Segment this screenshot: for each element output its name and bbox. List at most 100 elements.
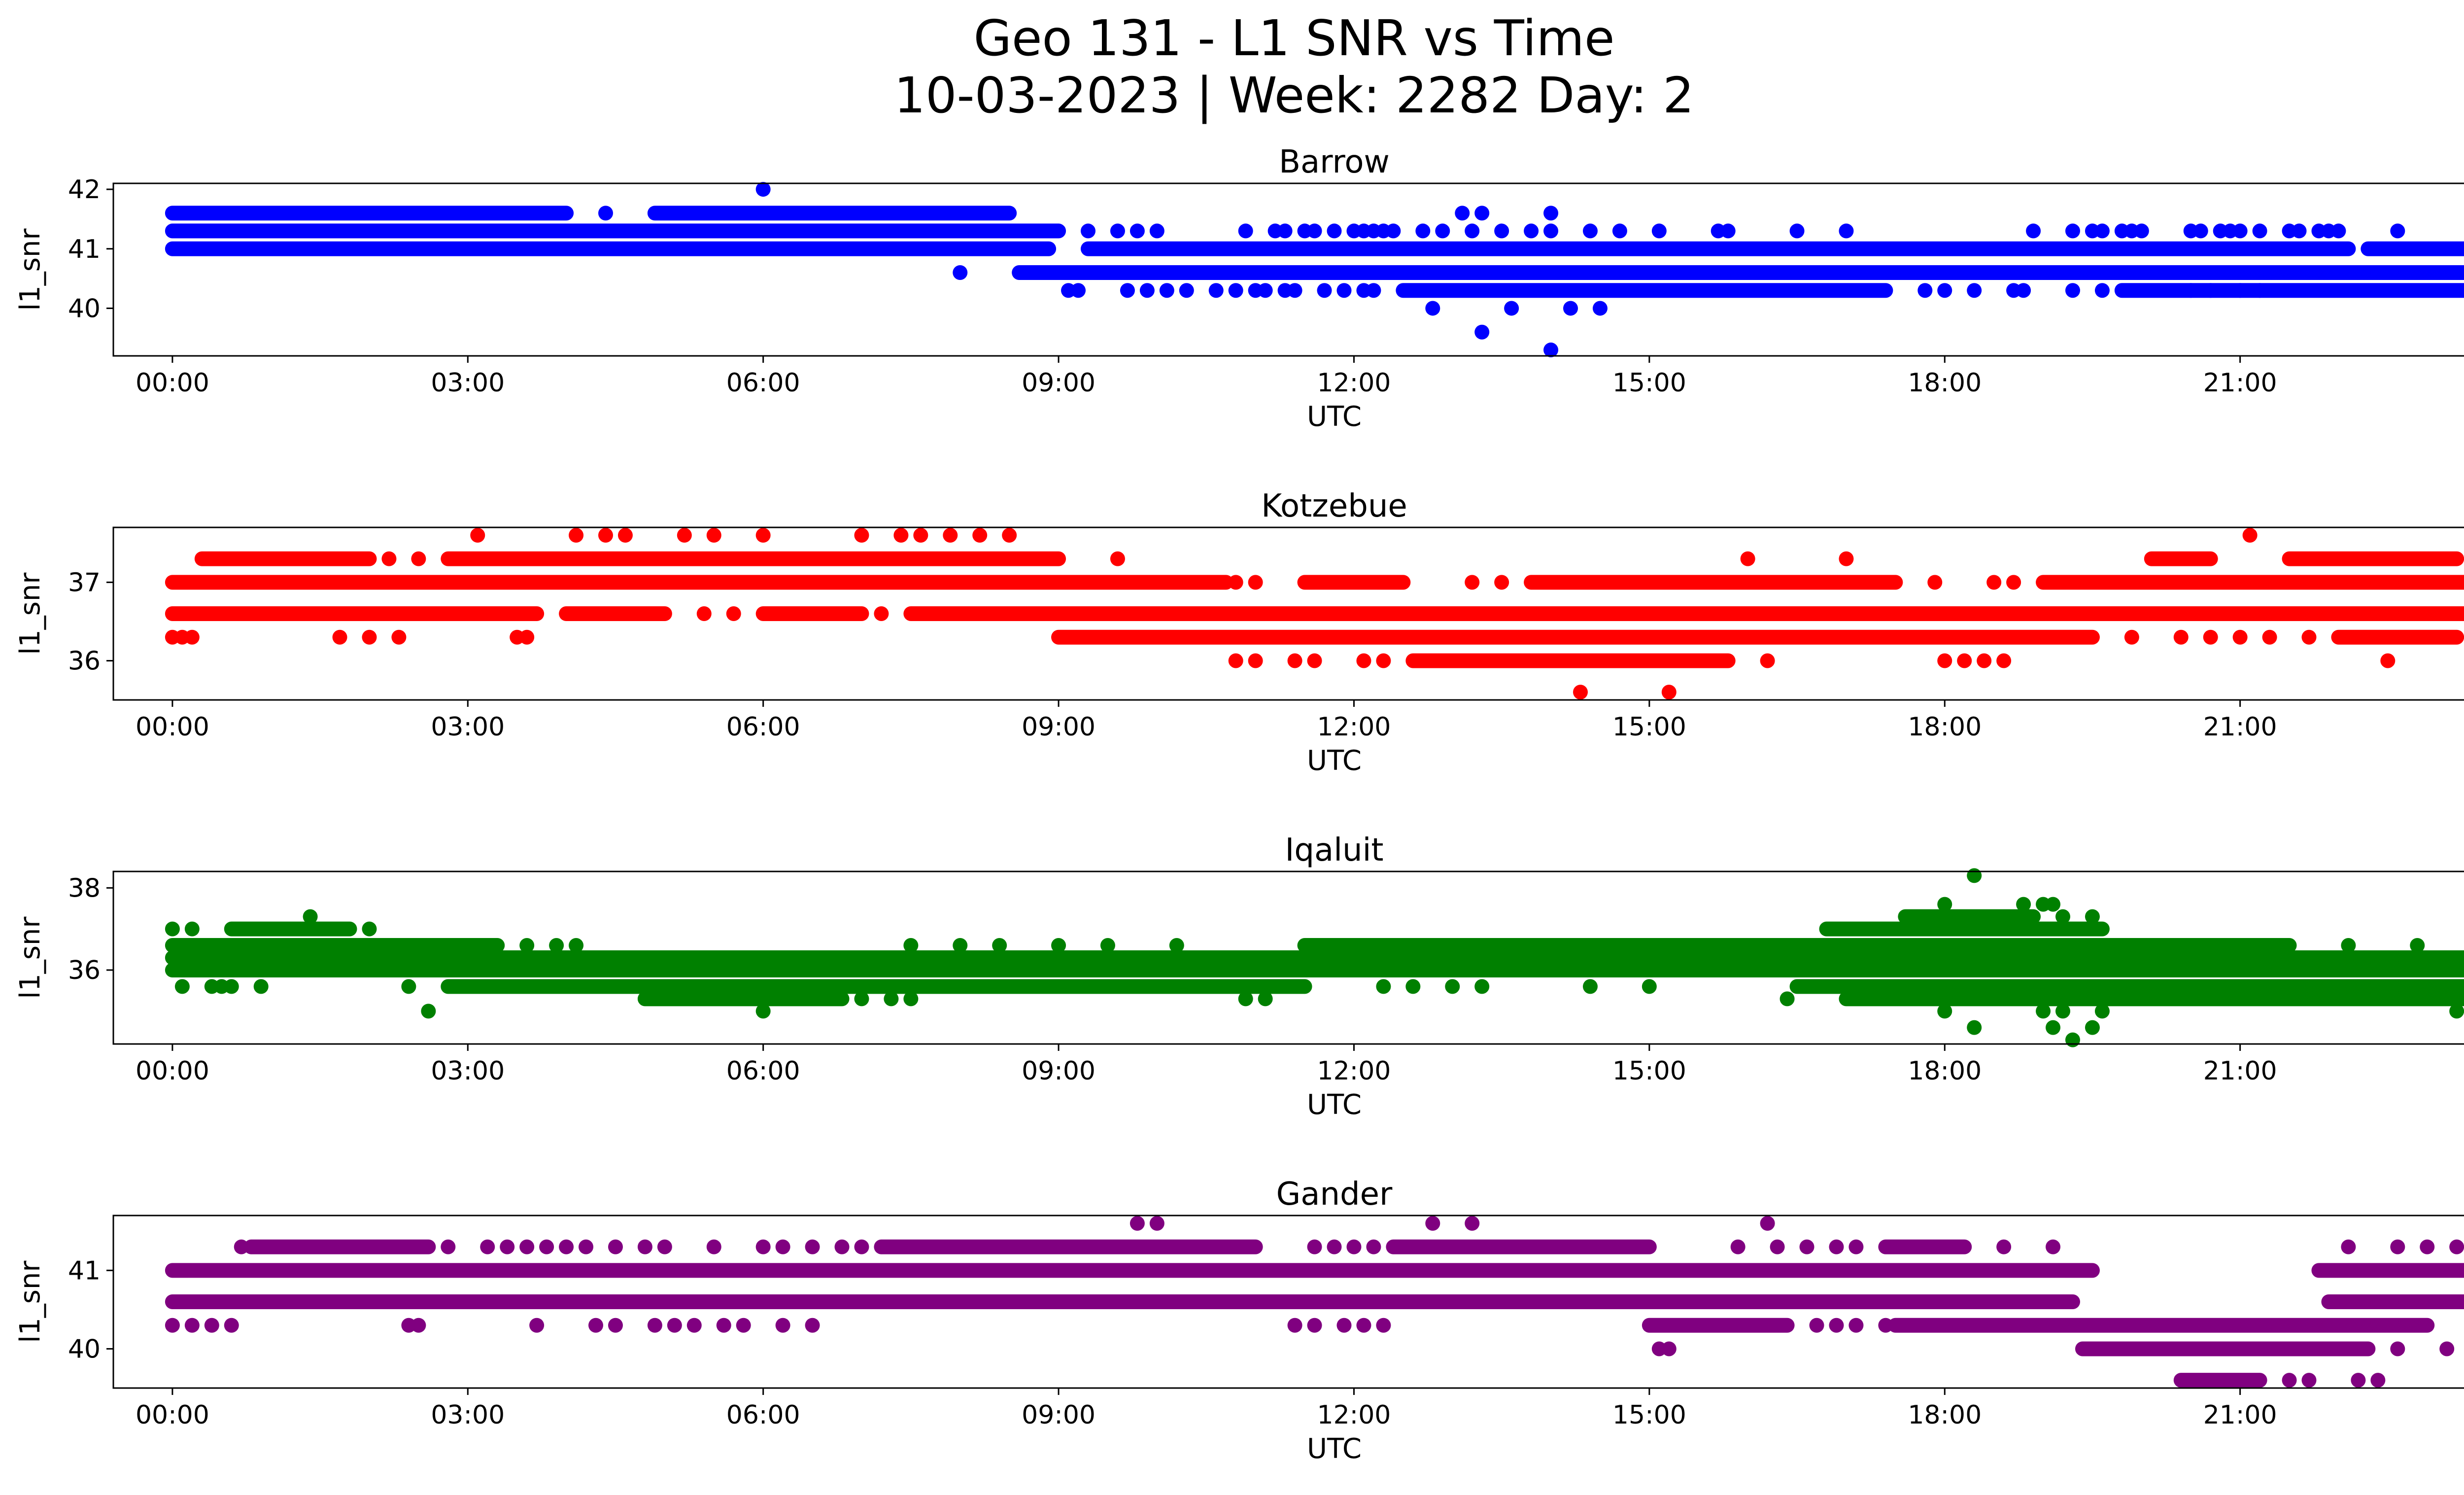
data-point-2-39	[2232, 223, 2248, 239]
data-point-5-11	[2380, 653, 2396, 668]
data-point-2-22	[1612, 223, 1627, 239]
panel-title: Iqaluit	[1285, 832, 1384, 869]
data-point-8-0	[854, 991, 869, 1007]
point-run-2-2	[1524, 575, 1903, 590]
x-tick-label: 09:00	[1022, 1400, 1095, 1430]
point-run-4-1	[1888, 1318, 2435, 1333]
data-point-0-11	[972, 527, 988, 543]
data-point-2-25	[1720, 223, 1736, 239]
data-point-5-21	[2065, 283, 2080, 298]
x-tick-label: 12:00	[1317, 368, 1391, 398]
data-point-2-29	[2065, 223, 2080, 239]
data-point-1-7	[579, 1239, 594, 1254]
data-points	[165, 182, 2464, 357]
data-point-0-3	[1465, 1216, 1480, 1231]
point-run-2-1	[1297, 575, 1411, 590]
data-point-9-0	[421, 1004, 436, 1019]
data-point-1-1	[2016, 897, 2031, 912]
data-point-0-1	[1149, 1216, 1164, 1231]
data-point-5-1	[1248, 653, 1263, 668]
data-point-7-3	[224, 979, 239, 994]
data-point-1-6	[559, 1239, 574, 1254]
data-point-5-7	[1937, 653, 1952, 668]
data-point-9-3	[2036, 1004, 2051, 1019]
data-point-2-8	[1307, 223, 1322, 239]
data-point-4-1	[184, 1318, 200, 1333]
point-run-1-2	[2144, 551, 2218, 566]
data-point-1-2	[1110, 551, 1125, 566]
point-run-3-0	[165, 606, 545, 621]
data-point-5-15	[1366, 283, 1381, 298]
data-point-4-7	[1100, 938, 1115, 953]
point-run-1-2	[1386, 1239, 1657, 1254]
data-point-8-0	[1543, 342, 1559, 357]
point-run-5-0	[2075, 1341, 2376, 1356]
point-run-2-1	[2311, 1263, 2464, 1278]
data-point-4-7	[519, 629, 535, 645]
data-point-5-1	[1661, 1341, 1677, 1356]
data-point-1-1	[441, 1239, 456, 1254]
panel-title: Kotzebue	[1261, 488, 1407, 524]
y-tick-label: 38	[68, 873, 101, 903]
data-point-5-9	[1258, 283, 1273, 298]
data-point-9-2	[1937, 1004, 1952, 1019]
data-point-4-13	[736, 1318, 751, 1333]
data-point-1-24	[1829, 1239, 1844, 1254]
x-tick-label: 15:00	[1612, 712, 1686, 742]
data-point-5-4	[1159, 283, 1174, 298]
data-point-5-12	[1317, 283, 1332, 298]
data-point-2-2	[1465, 575, 1480, 590]
data-point-0-5	[706, 527, 721, 543]
data-point-4-9	[647, 1318, 662, 1333]
data-point-2-17	[1465, 223, 1480, 239]
data-point-2-18	[1494, 223, 1509, 239]
point-run-3-1	[559, 606, 672, 621]
data-point-2-3	[1149, 223, 1164, 239]
data-point-4-20	[1376, 1318, 1391, 1333]
data-point-4-10	[667, 1318, 682, 1333]
x-tick-label: 15:00	[1612, 1400, 1686, 1430]
data-point-4-2	[184, 629, 200, 645]
x-tick-label: 18:00	[1908, 712, 1982, 742]
data-point-1-0	[381, 551, 397, 566]
data-point-4-2	[569, 938, 584, 953]
point-run-3-0	[165, 241, 1057, 256]
data-point-4-6	[1051, 938, 1066, 953]
data-point-6-1	[1504, 301, 1519, 316]
y-axis-label: l1_snr	[14, 916, 46, 999]
data-point-7-10	[1582, 979, 1598, 994]
data-point-0-6	[755, 527, 771, 543]
data-point-5-24	[2203, 283, 2218, 298]
data-point-0-9	[913, 527, 928, 543]
data-point-1-0	[598, 206, 613, 221]
data-point-1-2	[480, 1239, 495, 1254]
data-point-4-16	[1287, 1318, 1302, 1333]
x-tick-label: 18:00	[1908, 368, 1982, 398]
data-point-0-4	[1760, 1216, 1775, 1231]
data-point-6-3	[1592, 301, 1608, 316]
point-run-1-0	[165, 206, 574, 221]
data-point-1-25	[1848, 1239, 1864, 1254]
figure-title-line-1: Geo 131 - L1 SNR vs Time	[974, 9, 1615, 67]
data-point-9-1	[755, 1004, 771, 1019]
data-point-5-11	[1287, 283, 1302, 298]
x-axis-label: UTC	[1307, 1433, 1362, 1465]
data-point-7-8	[1445, 979, 1460, 994]
point-run-8-1	[1839, 991, 2464, 1007]
panel-title: Gander	[1276, 1176, 1393, 1213]
x-tick-label: 00:00	[136, 712, 209, 742]
point-run-3-1	[1081, 241, 2356, 256]
data-point-4-15	[805, 1318, 820, 1333]
x-tick-label: 03:00	[431, 1400, 505, 1430]
data-point-2-15	[1415, 223, 1431, 239]
data-point-5-2	[1120, 283, 1135, 298]
data-point-1-10	[657, 1239, 672, 1254]
y-tick-label: 36	[68, 956, 101, 985]
point-run-4-1	[1297, 938, 2297, 953]
plot-frame	[112, 182, 2464, 357]
data-point-5-8	[1957, 653, 1972, 668]
plot-frame	[112, 1215, 2464, 1389]
point-run-3-2	[2361, 241, 2464, 256]
data-point-4-4	[953, 938, 968, 953]
data-point-7-4	[253, 979, 269, 994]
